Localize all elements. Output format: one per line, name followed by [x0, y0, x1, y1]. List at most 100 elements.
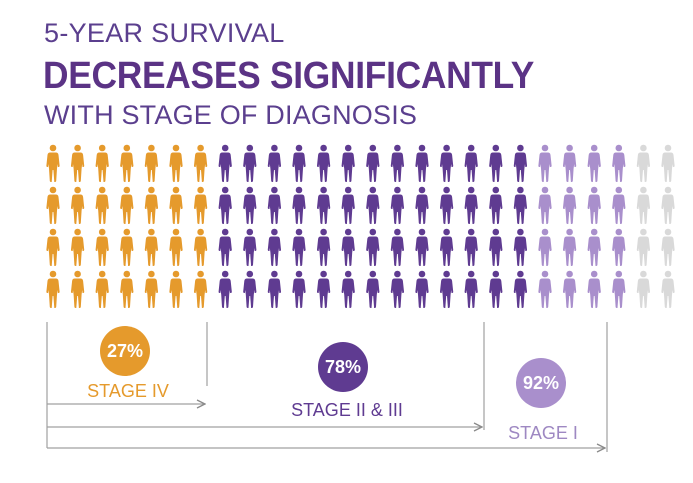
person-icon	[464, 270, 478, 308]
person-icon	[95, 270, 109, 308]
person-icon	[144, 144, 159, 182]
title-line-2: DECREASES SIGNIFICANTLY	[43, 55, 535, 97]
person-icon	[70, 228, 85, 266]
person-icon	[95, 144, 109, 182]
person-icon	[46, 186, 60, 224]
person-icon	[538, 186, 552, 224]
person-icon	[316, 228, 331, 266]
stage-iv-label-group: 27% STAGE IV	[87, 326, 169, 401]
person-icon	[636, 270, 651, 308]
person-icon	[341, 186, 355, 224]
stage-iv-badge	[100, 326, 150, 376]
person-icon	[636, 228, 651, 266]
people-grid	[46, 144, 675, 308]
person-icon	[316, 186, 331, 224]
range-lines	[46, 322, 608, 452]
title-line-3: WITH STAGE OF DIAGNOSIS	[44, 100, 418, 130]
stage-ii-iii-badge	[318, 342, 368, 392]
person-icon	[316, 270, 331, 308]
person-icon	[267, 144, 282, 182]
person-icon	[218, 186, 232, 224]
person-icon	[144, 186, 159, 224]
stage-i-badge	[516, 358, 566, 408]
person-icon	[562, 144, 577, 182]
person-icon	[46, 270, 60, 308]
stage-ii-iii-label-group: 78% STAGE II & III	[291, 342, 403, 420]
person-icon	[587, 228, 601, 266]
person-icon	[70, 270, 85, 308]
person-icon	[587, 270, 601, 308]
person-icon	[243, 144, 257, 182]
person-icon	[562, 270, 577, 308]
person-icon	[439, 186, 454, 224]
person-icon	[513, 144, 528, 182]
person-icon	[562, 228, 577, 266]
person-icon	[193, 144, 208, 182]
person-icon	[390, 228, 405, 266]
person-icon	[366, 186, 380, 224]
stage-ii-iii-percent: 78%	[325, 357, 361, 377]
person-icon	[415, 144, 429, 182]
person-icon	[144, 228, 159, 266]
person-icon	[366, 270, 380, 308]
person-icon	[489, 144, 503, 182]
person-icon	[439, 144, 454, 182]
person-icon	[169, 144, 183, 182]
person-icon	[538, 270, 552, 308]
person-icon	[95, 228, 109, 266]
person-icon	[587, 186, 601, 224]
person-icon	[415, 228, 429, 266]
person-icon	[46, 228, 60, 266]
person-icon	[70, 144, 85, 182]
person-icon	[267, 186, 282, 224]
person-icon	[612, 144, 626, 182]
person-icon	[292, 186, 306, 224]
person-icon	[636, 186, 651, 224]
person-icon	[489, 228, 503, 266]
person-icon	[612, 270, 626, 308]
person-icon	[415, 186, 429, 224]
person-icon	[243, 186, 257, 224]
person-icon	[464, 186, 478, 224]
stage-iv-label: STAGE IV	[87, 381, 169, 401]
person-icon	[341, 270, 355, 308]
person-icon	[390, 270, 405, 308]
person-icon	[538, 144, 552, 182]
person-icon	[193, 228, 208, 266]
person-icon	[218, 228, 232, 266]
person-icon	[341, 228, 355, 266]
person-icon	[144, 270, 159, 308]
person-icon	[169, 228, 183, 266]
person-icon	[661, 270, 675, 308]
person-icon	[366, 144, 380, 182]
person-icon	[341, 144, 355, 182]
person-icon	[292, 228, 306, 266]
person-icon	[464, 144, 478, 182]
person-icon	[489, 270, 503, 308]
person-icon	[316, 144, 331, 182]
stage-iv-percent: 27%	[107, 341, 143, 361]
person-icon	[661, 144, 675, 182]
person-icon	[70, 186, 85, 224]
person-icon	[46, 144, 60, 182]
person-icon	[612, 186, 626, 224]
person-icon	[169, 270, 183, 308]
stage-ii-iii-label: STAGE II & III	[291, 400, 403, 420]
person-icon	[415, 270, 429, 308]
person-icon	[120, 186, 134, 224]
person-icon	[193, 270, 208, 308]
stage-i-label: STAGE I	[508, 423, 578, 443]
person-icon	[169, 186, 183, 224]
person-icon	[193, 186, 208, 224]
person-icon	[292, 270, 306, 308]
person-icon	[243, 270, 257, 308]
person-icon	[439, 270, 454, 308]
person-icon	[120, 144, 134, 182]
stage-i-percent: 92%	[523, 373, 559, 393]
person-icon	[95, 186, 109, 224]
person-icon	[218, 144, 232, 182]
person-icon	[513, 228, 528, 266]
person-icon	[661, 186, 675, 224]
person-icon	[292, 144, 306, 182]
